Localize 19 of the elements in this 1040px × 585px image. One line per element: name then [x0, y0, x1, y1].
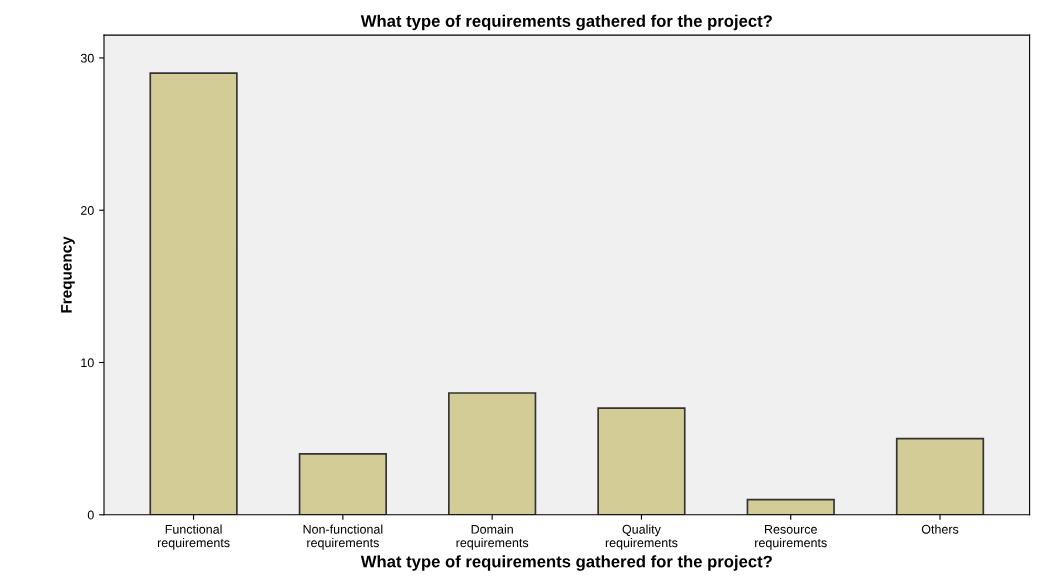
bar — [448, 392, 537, 515]
x-axis-title: What type of requirements gathered for the project? — [360, 555, 772, 571]
y-tick-label: 10 — [81, 358, 94, 368]
x-tick-label: Non-functional requirements — [303, 524, 383, 550]
bar — [746, 498, 835, 515]
bar — [298, 453, 387, 515]
y-tick-label: 20 — [81, 206, 94, 215]
x-tick-label: Others — [921, 524, 959, 534]
x-tick-label: Functional requirements — [157, 524, 230, 550]
bar — [895, 437, 985, 515]
bar — [597, 407, 686, 515]
x-tick-label: Quality requirements — [605, 524, 678, 550]
y-axis-title: Frequency — [61, 236, 75, 313]
y-tick-label: 30 — [80, 53, 94, 63]
y-tick-label: 0 — [87, 510, 94, 520]
x-tick-label: Resource requirements — [755, 524, 827, 550]
x-tick-label: Domain requirements — [456, 524, 529, 550]
bar — [149, 72, 238, 515]
chart-title: What type of requirements gathered for the project? — [360, 14, 772, 31]
